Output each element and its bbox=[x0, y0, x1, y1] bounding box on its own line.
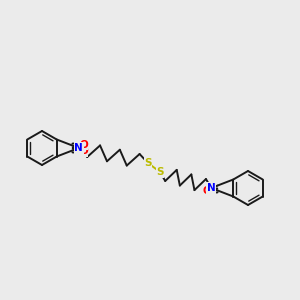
Text: N: N bbox=[207, 183, 216, 193]
Text: S: S bbox=[144, 158, 152, 168]
Text: O: O bbox=[79, 140, 88, 150]
Text: S: S bbox=[156, 167, 164, 177]
Text: N: N bbox=[74, 143, 83, 153]
Text: O: O bbox=[79, 146, 88, 156]
Text: O: O bbox=[202, 186, 211, 196]
